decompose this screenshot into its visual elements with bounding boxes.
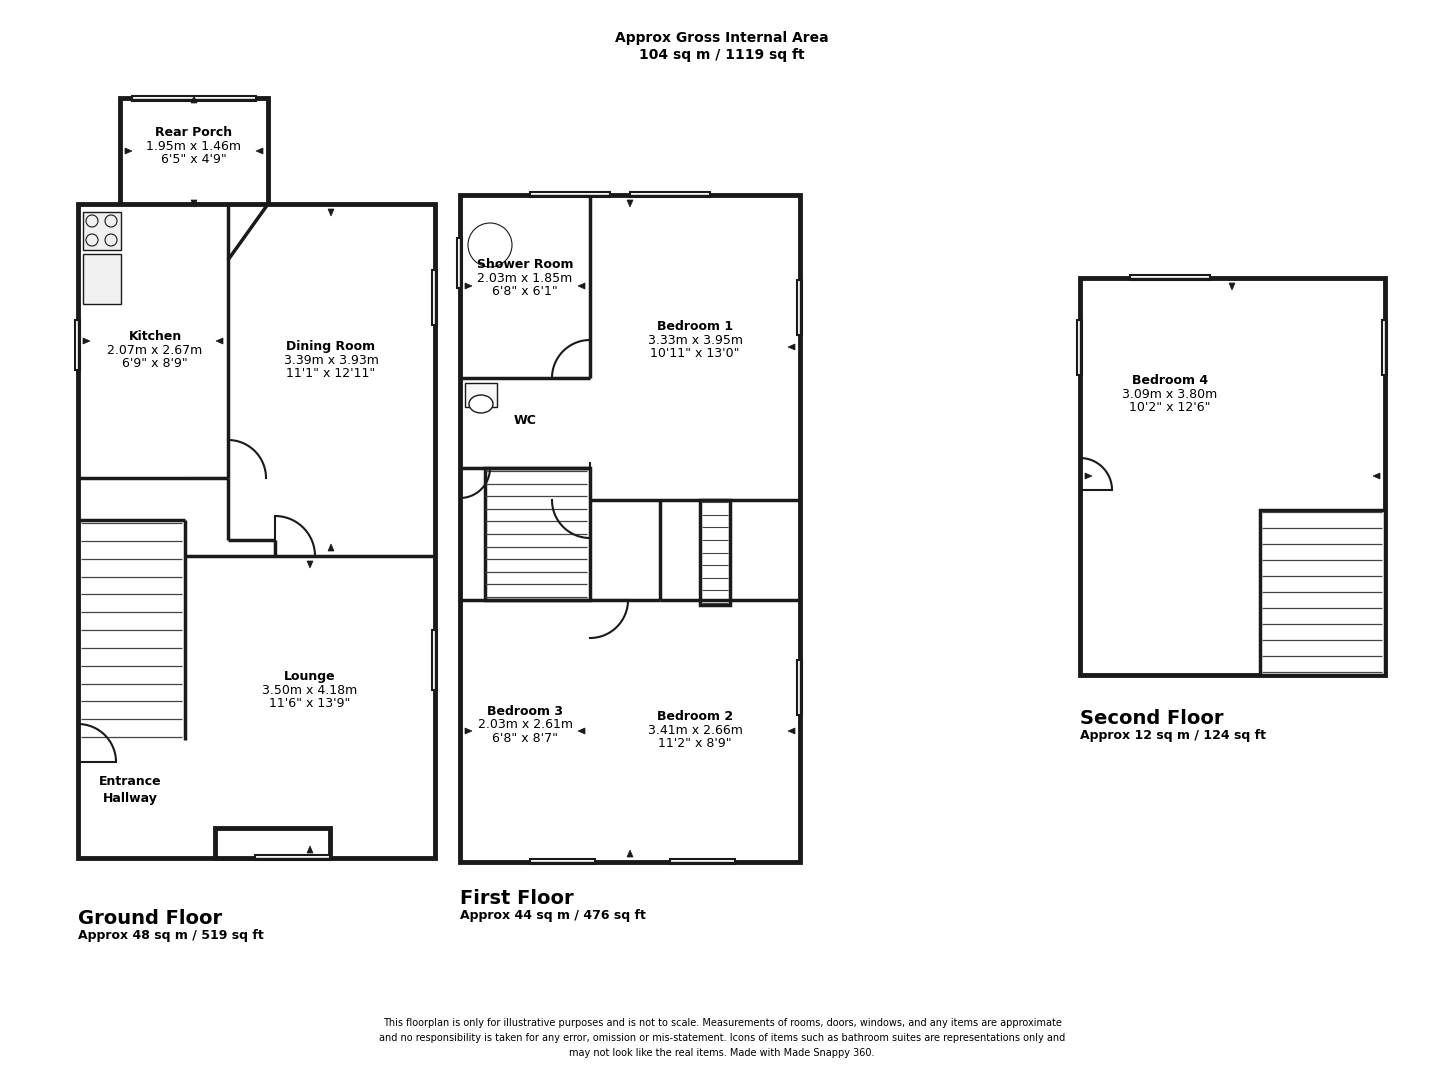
Bar [78,204,435,858]
Text: Approx 48 sq m / 519 sq ft: Approx 48 sq m / 519 sq ft [78,930,264,943]
Bar [486,468,590,600]
Text: Lounge: Lounge [285,670,335,683]
Text: 6'9" x 8'9": 6'9" x 8'9" [123,357,188,370]
Polygon shape [788,345,795,350]
Polygon shape [328,544,334,551]
Text: Bedroom 2: Bedroom 2 [657,710,733,723]
Bar [120,98,267,205]
Polygon shape [1085,473,1092,480]
Text: 6'8" x 8'7": 6'8" x 8'7" [491,732,558,745]
Polygon shape [306,846,314,853]
Text: 11'2" x 8'9": 11'2" x 8'9" [657,738,731,751]
Bar [670,859,736,864]
Bar [630,192,709,197]
Text: 3.50m x 4.18m: 3.50m x 4.18m [263,684,357,697]
Text: 10'11" x 13'0": 10'11" x 13'0" [650,348,740,361]
Polygon shape [578,728,585,734]
Bar [457,238,462,288]
Bar [1260,510,1384,675]
Bar [1381,320,1387,375]
Bar [215,828,329,858]
Bar [798,660,802,715]
Text: 3.09m x 3.80m: 3.09m x 3.80m [1123,388,1218,401]
Text: Dining Room: Dining Room [286,339,376,352]
Bar [82,254,121,303]
Bar [699,500,730,605]
Text: First Floor: First Floor [460,889,574,907]
Polygon shape [465,283,473,289]
Bar [432,630,436,690]
Text: 2.03m x 2.61m: 2.03m x 2.61m [477,718,572,731]
Text: 6'8" x 6'1": 6'8" x 6'1" [493,285,558,298]
Polygon shape [215,338,223,345]
Text: Bedroom 4: Bedroom 4 [1131,374,1208,387]
Bar [530,192,610,197]
Polygon shape [465,728,473,734]
Bar [1077,320,1082,375]
Text: Entrance
Hallway: Entrance Hallway [98,775,162,805]
Text: 6'5" x 4'9": 6'5" x 4'9" [162,153,227,166]
Polygon shape [256,148,263,154]
Bar [798,280,802,335]
Polygon shape [126,148,131,154]
Bar [460,195,801,862]
Text: 2.03m x 1.85m: 2.03m x 1.85m [477,271,572,284]
Text: Approx 12 sq m / 124 sq ft: Approx 12 sq m / 124 sq ft [1079,729,1266,743]
Bar [1130,275,1209,280]
Polygon shape [627,200,633,207]
Polygon shape [1230,283,1235,291]
Bar [82,212,121,249]
Polygon shape [1373,473,1380,480]
Text: WC: WC [513,414,536,427]
Text: 1.95m x 1.46m: 1.95m x 1.46m [146,139,241,152]
Bar [432,270,436,325]
Text: Approx Gross Internal Area: Approx Gross Internal Area [616,31,829,45]
Polygon shape [306,561,314,568]
Polygon shape [191,200,197,207]
Ellipse shape [470,395,493,413]
Bar [465,383,497,407]
Text: Second Floor: Second Floor [1079,708,1224,728]
Text: Bedroom 3: Bedroom 3 [487,704,564,717]
Text: This floorplan is only for illustrative purposes and is not to scale. Measuremen: This floorplan is only for illustrative … [379,1018,1065,1057]
Polygon shape [627,850,633,858]
Text: Ground Floor: Ground Floor [78,908,223,928]
Text: 11'6" x 13'9": 11'6" x 13'9" [269,698,351,711]
Polygon shape [578,283,585,289]
Polygon shape [191,96,197,103]
Text: 10'2" x 12'6": 10'2" x 12'6" [1129,402,1211,415]
Polygon shape [82,338,90,345]
Text: 11'1" x 12'11": 11'1" x 12'11" [286,367,376,380]
Text: Kitchen: Kitchen [129,329,182,342]
Bar [254,855,329,860]
Text: 3.33m x 3.95m: 3.33m x 3.95m [647,334,743,347]
Text: 3.39m x 3.93m: 3.39m x 3.93m [283,353,379,366]
Polygon shape [788,728,795,734]
Bar [1079,278,1384,675]
Text: 2.07m x 2.67m: 2.07m x 2.67m [107,343,202,356]
Bar [75,320,79,370]
Text: 3.41m x 2.66m: 3.41m x 2.66m [647,724,743,737]
Text: Rear Porch: Rear Porch [156,125,233,138]
Bar [530,859,595,864]
Polygon shape [328,210,334,216]
Text: Bedroom 1: Bedroom 1 [657,320,733,333]
Text: 104 sq m / 1119 sq ft: 104 sq m / 1119 sq ft [639,48,805,62]
Bar [131,96,256,102]
Text: Shower Room: Shower Room [477,257,574,271]
Text: Approx 44 sq m / 476 sq ft: Approx 44 sq m / 476 sq ft [460,909,646,922]
